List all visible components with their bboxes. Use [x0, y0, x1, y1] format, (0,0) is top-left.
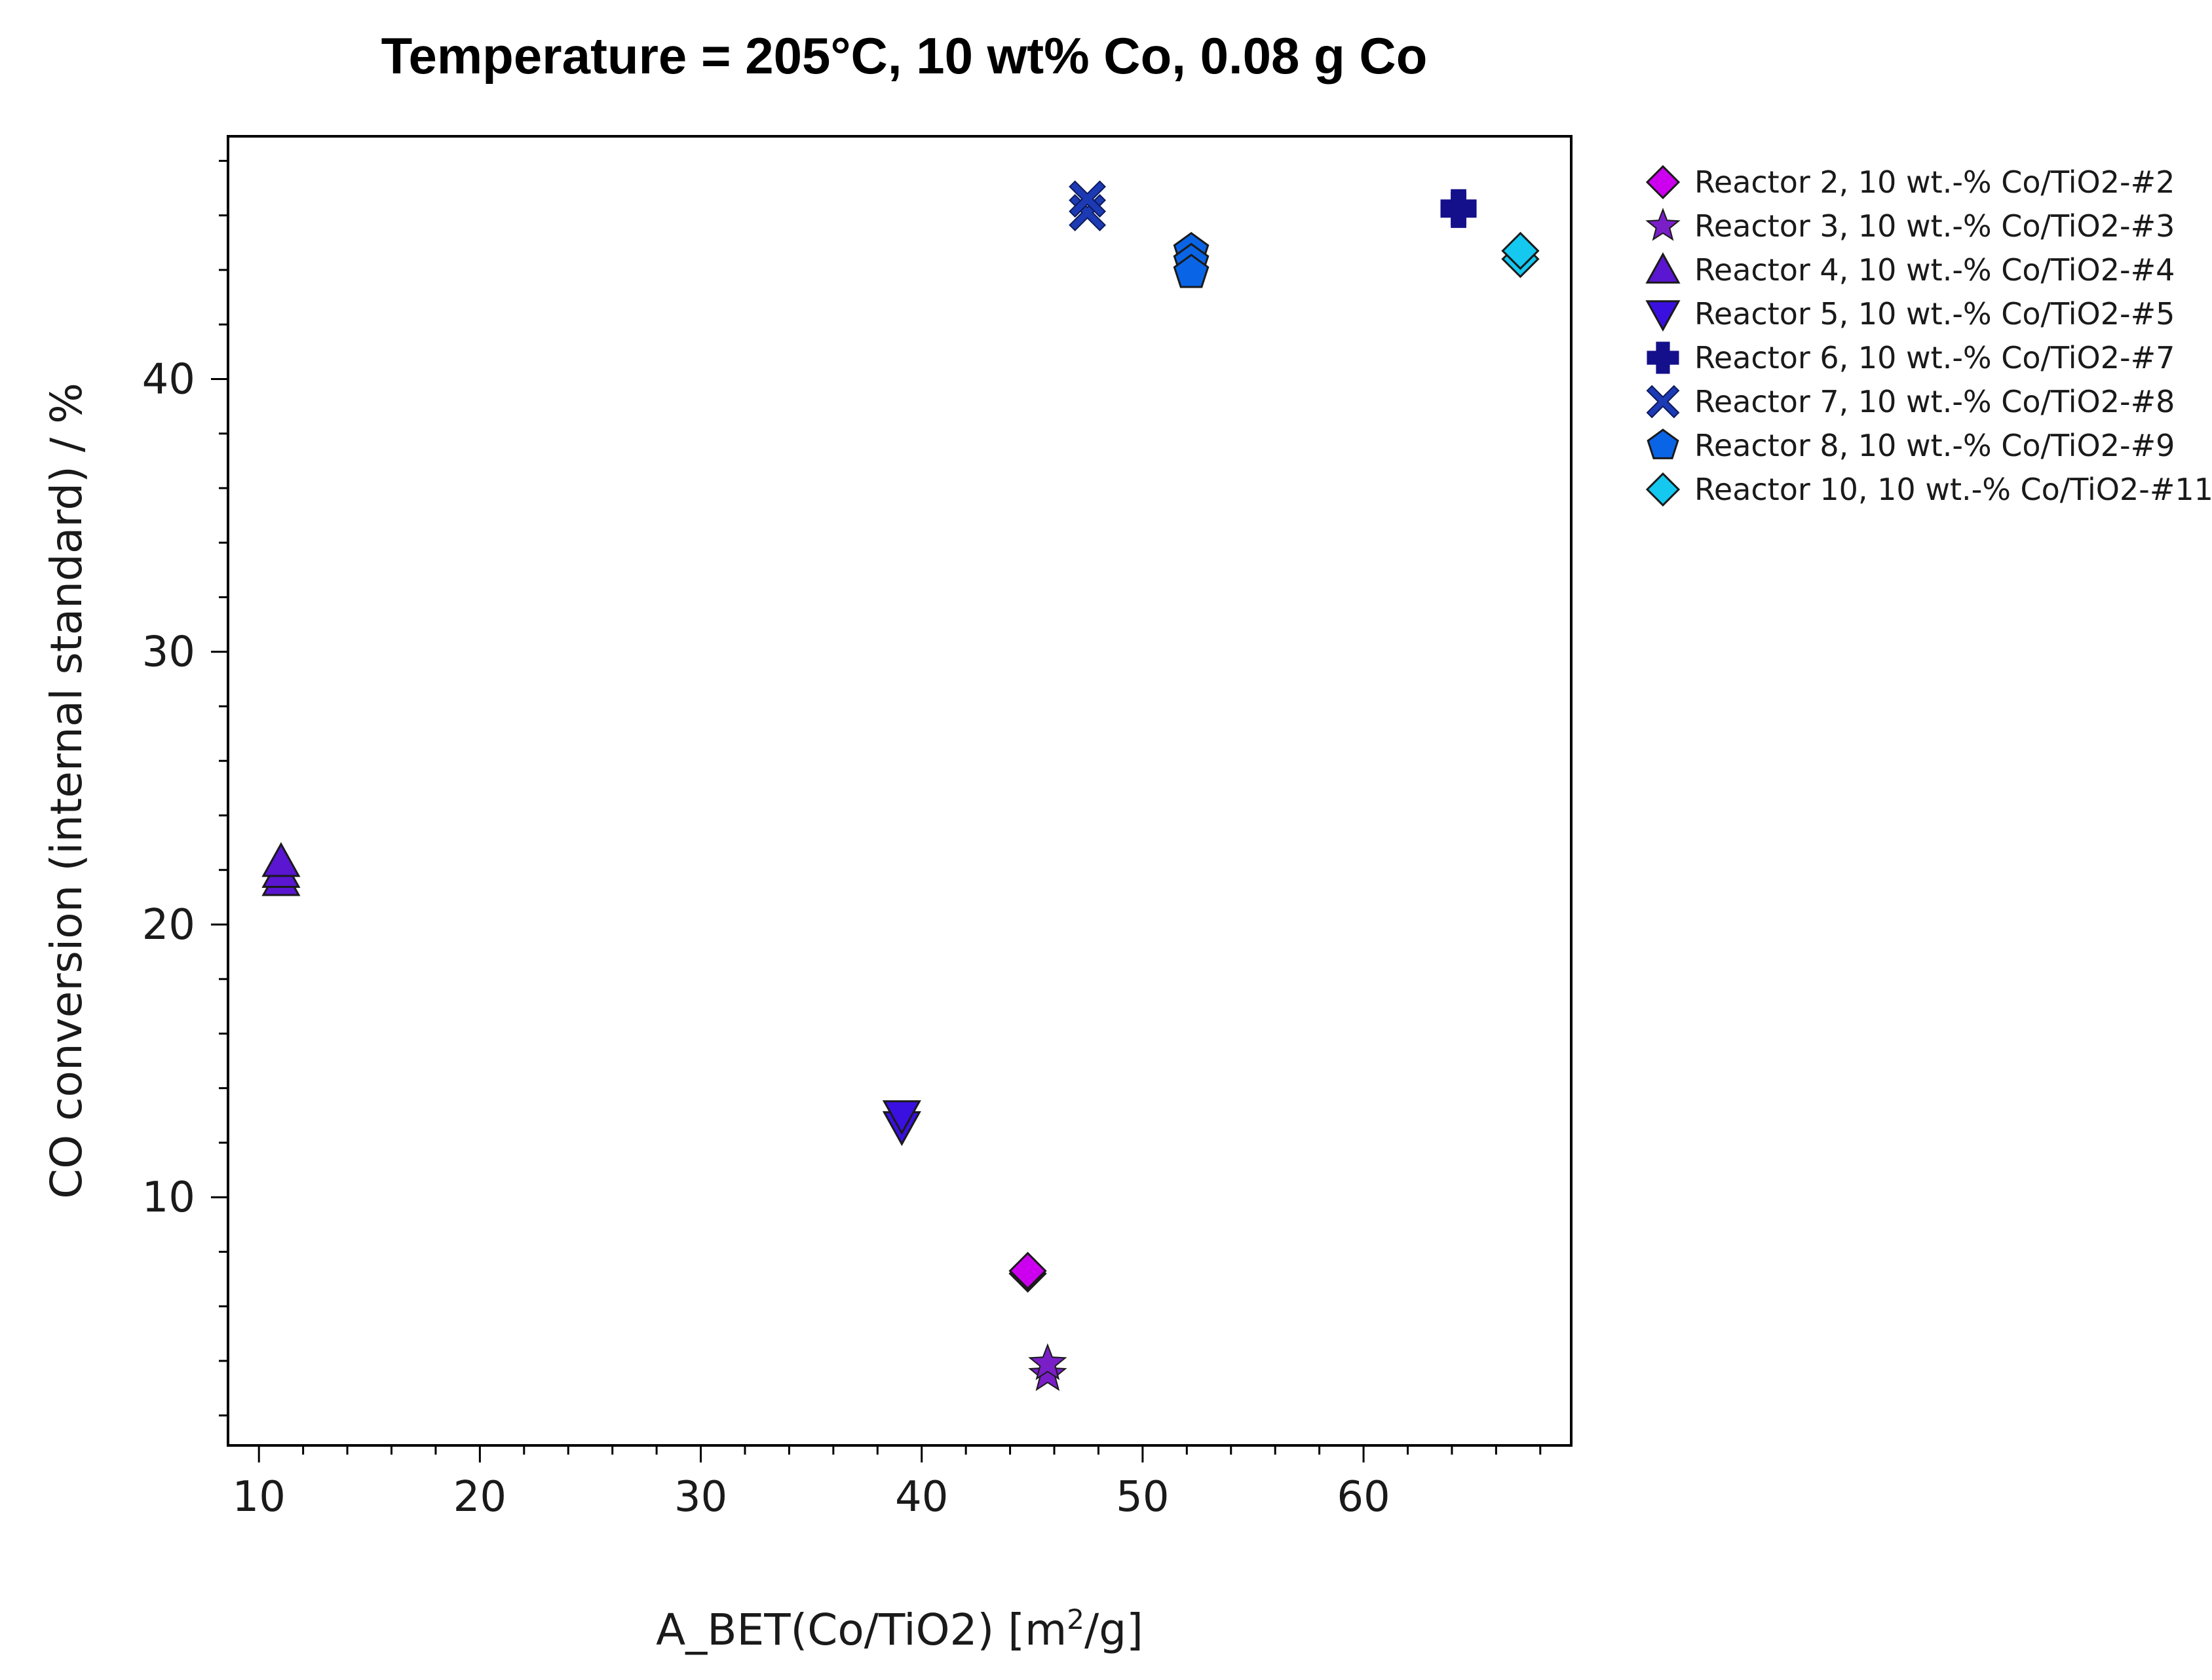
legend-marker	[1647, 429, 1679, 459]
legend-marker	[1646, 385, 1680, 419]
legend-marker	[1645, 252, 1681, 284]
x-tick-label: 40	[895, 1473, 948, 1521]
legend-marker	[1645, 207, 1681, 241]
x-tick-label: 50	[1116, 1473, 1169, 1521]
x-tick-label: 20	[453, 1473, 506, 1521]
tick-labels: 10 20 30 40 50 60 10 20 30 40	[142, 355, 1390, 1521]
data-point	[1069, 180, 1107, 218]
data-point	[1501, 231, 1540, 270]
data-point	[261, 842, 301, 877]
x-tick-label: 10	[232, 1473, 285, 1521]
legend: Reactor 2, 10 wt.-% Co/TiO2-#2 Reactor 3,…	[1645, 164, 2212, 507]
legend-marker	[1645, 164, 1681, 200]
x-tick-label: 30	[674, 1473, 727, 1521]
data-point	[1173, 254, 1210, 288]
x-axis-label-superscript: 2	[1067, 1603, 1084, 1635]
x-tick-label: 60	[1337, 1473, 1390, 1521]
minor-ticks	[219, 159, 1542, 1455]
legend-label: Reactor 2, 10 wt.-% Co/TiO2-#2	[1694, 164, 2175, 200]
chart-title: Temperature = 205°C, 10 wt% Co, 0.08 g C…	[381, 27, 1428, 85]
y-tick-label: 30	[142, 628, 195, 677]
y-tick-label: 10	[142, 1174, 195, 1222]
y-axis-label: CO conversion (internal standard) / %	[41, 383, 92, 1199]
legend-label: Reactor 7, 10 wt.-% Co/TiO2-#8	[1694, 384, 2175, 419]
data-points	[261, 180, 1540, 1391]
x-axis-label-tail: /g]	[1084, 1605, 1143, 1655]
data-point	[1028, 1354, 1067, 1391]
legend-label: Reactor 6, 10 wt.-% Co/TiO2-#7	[1694, 340, 2175, 375]
legend-label: Reactor 8, 10 wt.-% Co/TiO2-#9	[1694, 428, 2175, 463]
legend-label: Reactor 4, 10 wt.-% Co/TiO2-#4	[1694, 252, 2175, 288]
data-point	[1028, 1343, 1067, 1381]
legend-label: Reactor 5, 10 wt.-% Co/TiO2-#5	[1694, 296, 2175, 332]
plot-area	[227, 135, 1573, 1447]
major-ticks	[211, 377, 1365, 1462]
legend-marker	[1645, 472, 1681, 507]
y-tick-label: 20	[142, 901, 195, 949]
legend-marker	[1645, 300, 1681, 332]
data-point	[882, 1100, 921, 1136]
x-axis-label-base: A_BET(Co/TiO2) [m	[656, 1605, 1067, 1655]
legend-label: Reactor 3, 10 wt.-% Co/TiO2-#3	[1694, 208, 2175, 244]
data-point	[1440, 189, 1477, 225]
legend-label: Reactor 10, 10 wt.-% Co/TiO2-#11	[1694, 472, 2212, 507]
data-point	[1008, 1251, 1047, 1290]
legend-marker	[1647, 341, 1679, 374]
x-axis-label: A_BET(Co/TiO2) [m2/g]	[656, 1603, 1143, 1656]
y-tick-label: 40	[142, 355, 195, 404]
